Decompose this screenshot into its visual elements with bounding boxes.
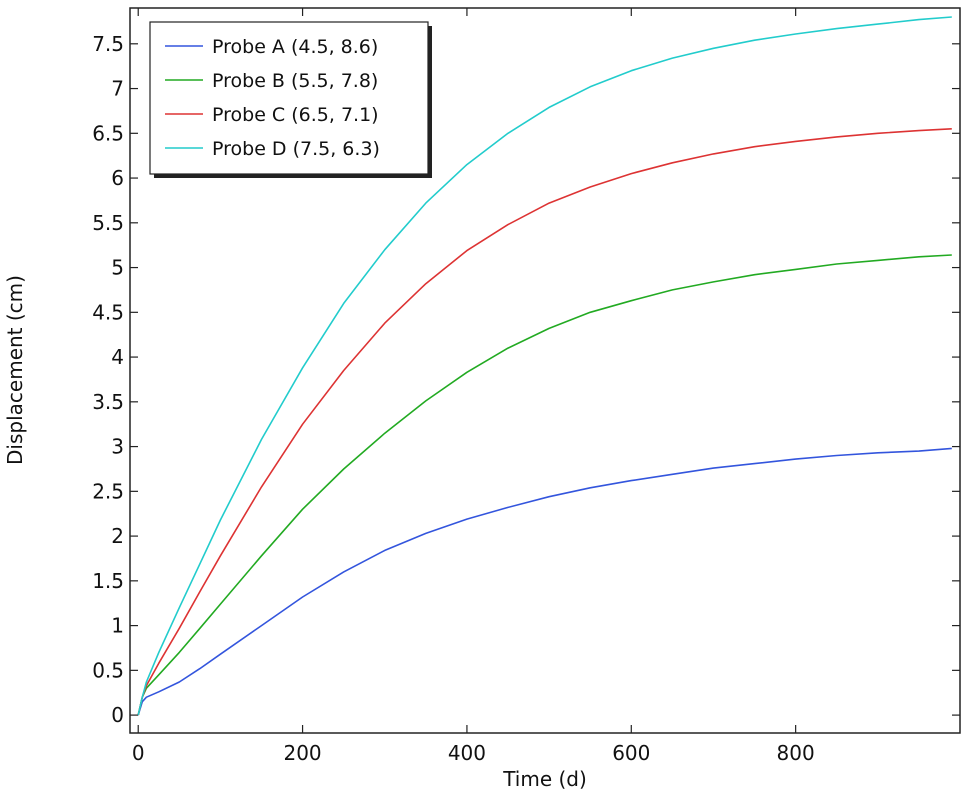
y-tick-label: 1: [111, 614, 124, 638]
y-tick-label: 6: [111, 166, 124, 190]
x-axis-title: Time (d): [502, 767, 587, 791]
y-tick-label: 2: [111, 524, 124, 548]
y-axis-title: Displacement (cm): [3, 275, 27, 465]
legend: Probe A (4.5, 8.6) Probe B (5.5, 7.8) Prob…: [149, 21, 432, 178]
plot-frame: [129, 7, 961, 734]
y-tick-label: 3: [111, 435, 124, 459]
series-line-1: [137, 447, 952, 716]
y-tick-label: 4: [111, 345, 124, 369]
legend-label-1: Probe A (4.5, 8.6): [212, 36, 378, 58]
y-tick-label: 7: [111, 77, 124, 101]
x-axis: 0 200 400 600 800: [132, 8, 815, 765]
y-tick-label: 6.5: [92, 121, 124, 145]
y-tick-label: 1.5: [92, 569, 124, 593]
y-tick-label: 5: [111, 256, 124, 280]
y-tick-label: 7.5: [92, 32, 124, 56]
x-tick-label: 400: [448, 741, 486, 765]
legend-label-2: Probe B (5.5, 7.8): [212, 70, 378, 92]
y-tick-label: 5.5: [92, 211, 124, 235]
series-line-2: [137, 254, 952, 716]
y-tick-label: 2.5: [92, 479, 124, 503]
legend-label-4: Probe D (7.5, 6.3): [212, 138, 380, 160]
x-tick-label: 0: [132, 741, 145, 765]
legend-label-3: Probe C (6.5, 7.1): [212, 104, 379, 126]
x-tick-label: 600: [612, 741, 650, 765]
x-tick-label: 800: [777, 741, 815, 765]
y-tick-label: 3.5: [92, 390, 124, 414]
series-line-3: [137, 128, 952, 716]
y-tick-label: 0: [111, 703, 124, 727]
y-axis: 0 0.5 1 1.5 2 2.5 3 3.5 4 4.5 5 5.5 6 6.5 7 7.5: [92, 32, 960, 727]
x-tick-label: 200: [283, 741, 321, 765]
y-tick-label: 4.5: [92, 300, 124, 324]
series-line-4: [137, 16, 952, 716]
y-tick-label: 0.5: [92, 658, 124, 682]
